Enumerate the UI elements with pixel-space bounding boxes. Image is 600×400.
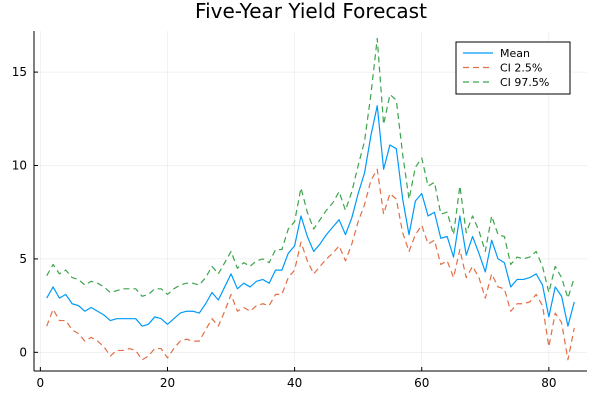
legend-label-2: CI 97.5% bbox=[500, 76, 549, 89]
series-lines bbox=[46, 37, 575, 361]
y-tick-label: 10 bbox=[12, 159, 27, 173]
y-tick-label: 0 bbox=[19, 345, 27, 359]
legend-label-1: CI 2.5% bbox=[500, 62, 542, 75]
series-line-2 bbox=[46, 37, 575, 299]
chart-title: Five-Year Yield Forecast bbox=[195, 0, 427, 23]
legend-label-0: Mean bbox=[500, 47, 530, 60]
y-tick-label: 5 bbox=[19, 252, 27, 266]
axes: 0 20 40 60 80 0 5 10 15 bbox=[12, 31, 587, 390]
x-tick-label: 20 bbox=[160, 376, 175, 390]
x-tick-label: 40 bbox=[287, 376, 302, 390]
series-line-1 bbox=[46, 168, 575, 361]
legend: Mean CI 2.5%CI 97.5% bbox=[455, 41, 571, 95]
y-tick-label: 15 bbox=[12, 65, 27, 79]
x-tick-label: 0 bbox=[37, 376, 45, 390]
x-tick-label: 60 bbox=[414, 376, 429, 390]
series-line-0 bbox=[46, 105, 575, 327]
x-tick-label: 80 bbox=[541, 376, 556, 390]
